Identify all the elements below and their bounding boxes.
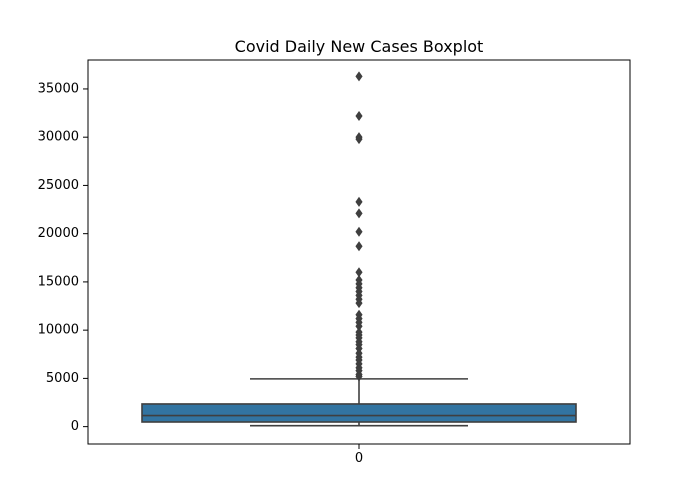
y-tick-label: 35000 bbox=[38, 81, 79, 96]
y-tick-label: 25000 bbox=[38, 178, 79, 193]
y-tick-label: 5000 bbox=[46, 371, 79, 386]
chart-title: Covid Daily New Cases Boxplot bbox=[235, 37, 484, 56]
y-axis: 0 5000 10000 15000 20000 25000 30000 35000 bbox=[38, 81, 88, 434]
outlier-point bbox=[355, 208, 363, 219]
y-tick-label: 10000 bbox=[38, 323, 79, 338]
y-tick-label: 30000 bbox=[38, 130, 79, 145]
y-tick-label: 0 bbox=[71, 419, 79, 434]
y-tick-label: 15000 bbox=[38, 274, 79, 289]
plot-area bbox=[141, 71, 577, 427]
outlier-point bbox=[355, 226, 363, 237]
iqr-box bbox=[141, 403, 577, 423]
y-tick-label: 20000 bbox=[38, 226, 79, 241]
x-tick-label: 0 bbox=[355, 451, 363, 466]
x-axis: 0 bbox=[355, 444, 363, 466]
outlier-point bbox=[355, 371, 363, 382]
outlier-point bbox=[355, 196, 363, 207]
outlier-point bbox=[355, 298, 363, 309]
plot-frame bbox=[87, 59, 631, 445]
outlier-point bbox=[355, 110, 363, 121]
outlier-point bbox=[355, 71, 363, 82]
outlier-point bbox=[355, 241, 363, 252]
outlier-point bbox=[355, 134, 363, 145]
